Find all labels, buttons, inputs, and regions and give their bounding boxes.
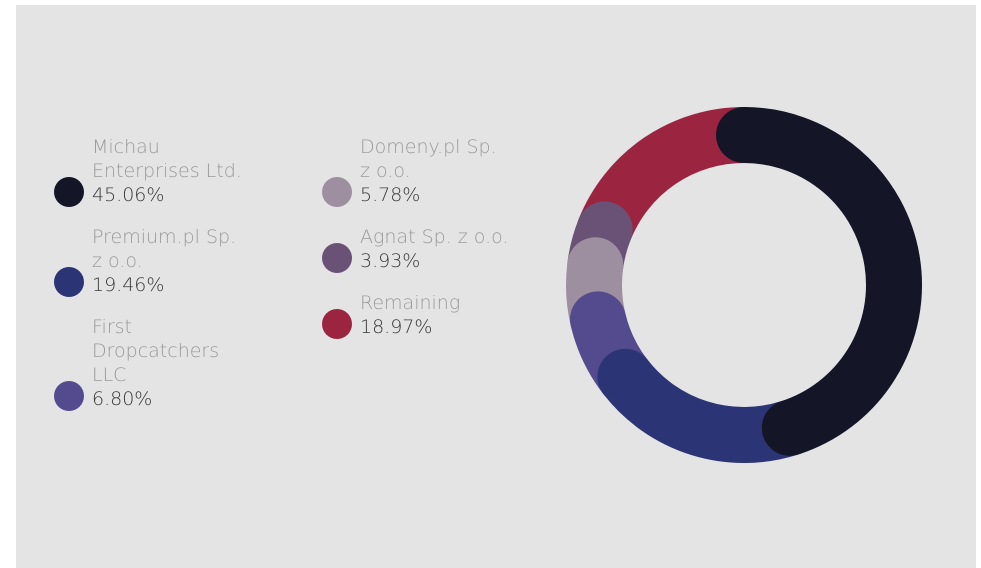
legend-item: Premium.pl Sp. z o.o. 19.46% [54,225,254,297]
legend-label: Michau Enterprises Ltd. [92,136,242,182]
legend-value: 45.06% [92,184,165,206]
legend-item: Michau Enterprises Ltd. 45.06% [54,135,254,207]
legend-label: Agnat Sp. z o.o. [360,226,509,248]
panel [16,5,976,568]
legend-swatch [54,177,84,207]
legend-value: 19.46% [92,274,165,296]
legend-value: 18.97% [360,316,433,338]
legend-swatch [322,309,352,339]
legend-item: First Dropcatchers LLC 6.80% [54,315,254,411]
legend-item: Domeny.pl Sp. z o.o. 5.78% [322,135,522,207]
legend-label: Premium.pl Sp. z o.o. [92,226,237,272]
legend-label: Domeny.pl Sp. z o.o. [360,136,497,182]
legend-value: 6.80% [92,388,153,410]
legend: Michau Enterprises Ltd. 45.06% Premium.pl … [54,135,522,411]
legend-label: Remaining [360,292,461,314]
legend-value: 3.93% [360,250,421,272]
legend-swatch [54,267,84,297]
legend-item: Agnat Sp. z o.o. 3.93% [322,225,522,273]
legend-value: 5.78% [360,184,421,206]
legend-swatch [322,177,352,207]
legend-column: Domeny.pl Sp. z o.o. 5.78% Agnat Sp. z o.o… [322,135,522,411]
legend-label: First Dropcatchers LLC [92,316,220,386]
legend-column: Michau Enterprises Ltd. 45.06% Premium.pl … [54,135,254,411]
legend-swatch [54,381,84,411]
donut-segment [716,107,922,456]
legend-swatch [322,243,352,273]
legend-item: Remaining 18.97% [322,291,522,339]
